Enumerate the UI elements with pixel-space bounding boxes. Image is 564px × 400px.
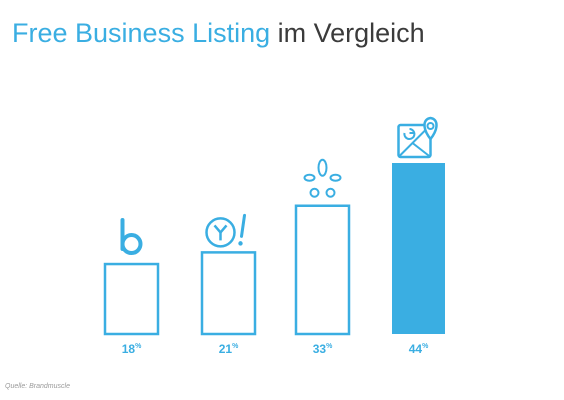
bar-google — [392, 163, 445, 334]
value-label-google: 44% — [409, 342, 429, 356]
chart-title-rest: im Vergleich — [270, 18, 425, 48]
yahoo-icon — [205, 213, 246, 248]
bing-icon — [120, 218, 143, 256]
chart-title: Free Business Listing im Vergleich — [12, 16, 425, 50]
bar-yelp — [294, 204, 351, 336]
google-maps-icon — [397, 116, 438, 159]
bar-bing — [103, 262, 160, 336]
chart-title-highlight: Free Business Listing — [12, 18, 271, 48]
value-labels-group: 18% 21% 33% 44% — [122, 342, 429, 356]
value-label-bing: 18% — [122, 342, 142, 356]
bar-yahoo — [200, 251, 257, 336]
value-label-yahoo: 21% — [219, 342, 239, 356]
icons-group — [120, 116, 438, 256]
value-label-yelp: 33% — [313, 342, 333, 356]
bars-group — [103, 163, 445, 336]
yelp-icon — [303, 158, 342, 198]
source-note: Quelle: Brandmuscle — [5, 383, 70, 390]
